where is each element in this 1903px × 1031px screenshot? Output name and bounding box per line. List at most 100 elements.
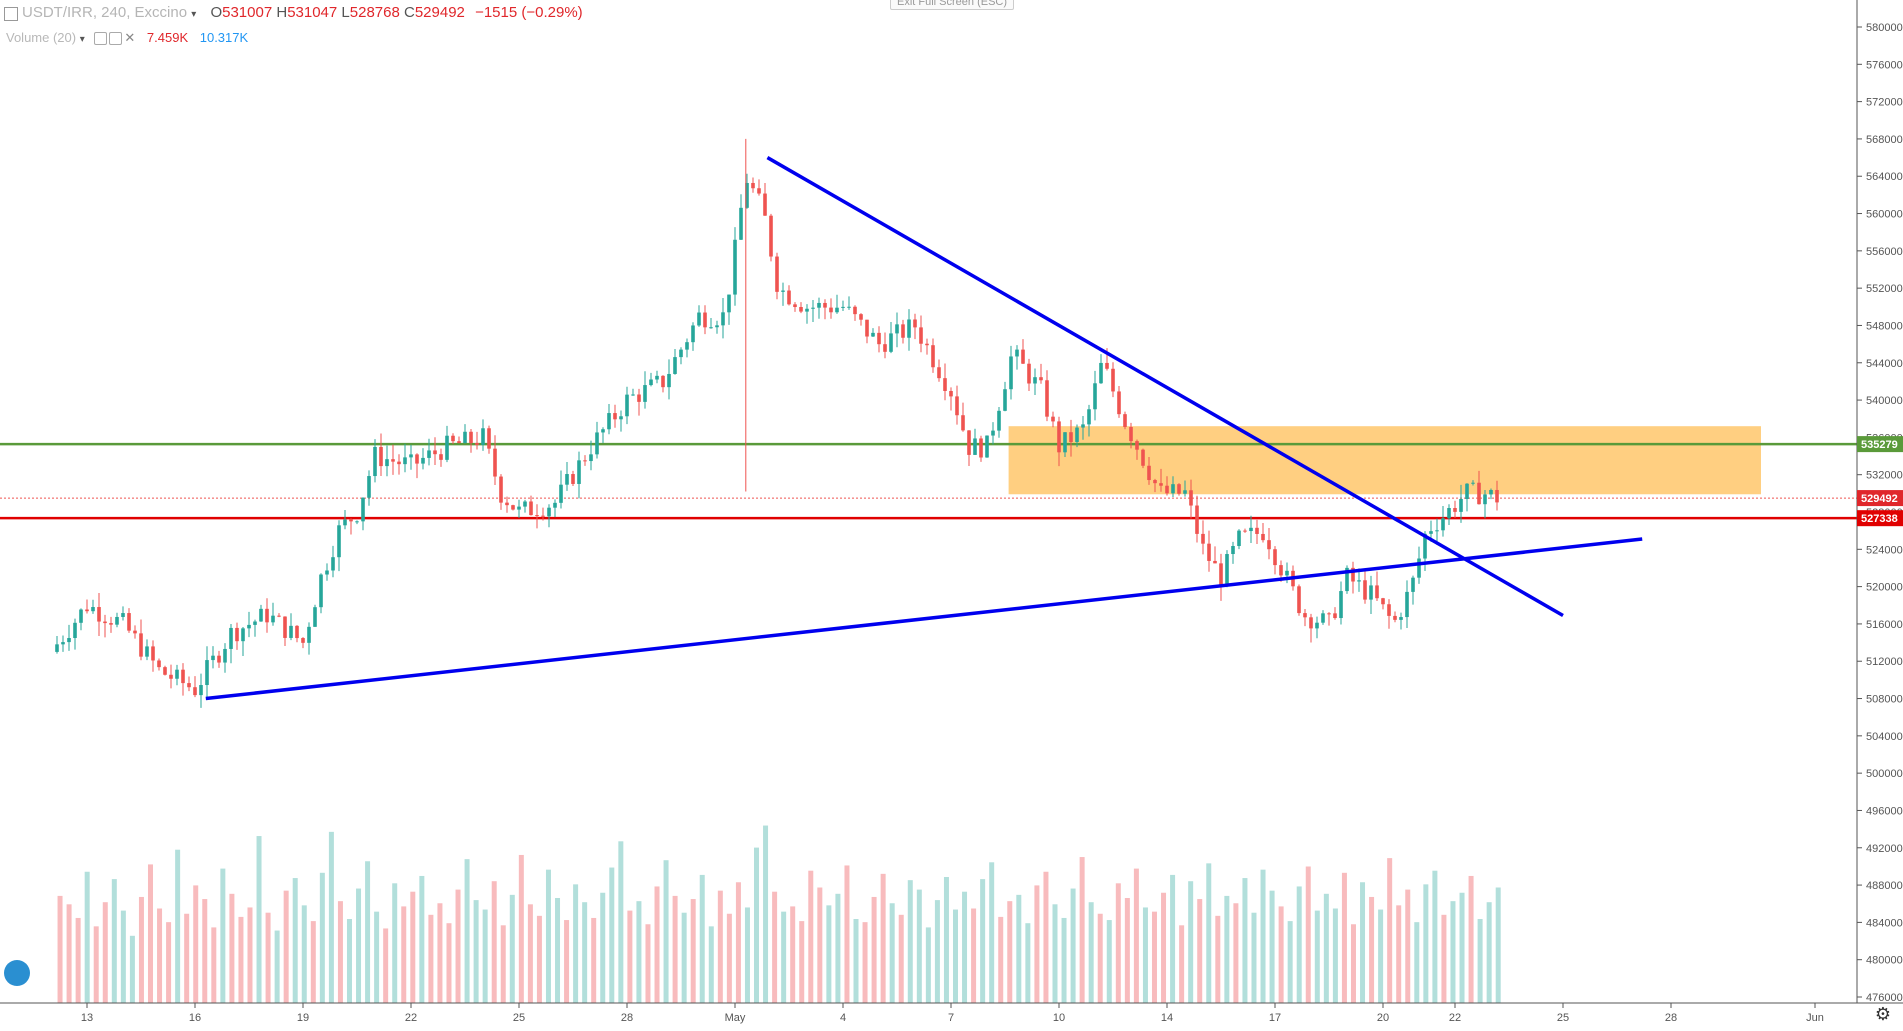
candle-body bbox=[493, 448, 497, 477]
candle-body bbox=[985, 435, 989, 458]
volume-bar bbox=[1206, 863, 1212, 1003]
candle-body bbox=[559, 484, 563, 503]
volume-bar bbox=[862, 922, 868, 1003]
candle-body bbox=[145, 646, 149, 657]
volume-bar bbox=[500, 925, 506, 1003]
candle-body bbox=[325, 570, 329, 575]
eye-icon[interactable] bbox=[94, 32, 108, 46]
close-icon[interactable]: ✕ bbox=[124, 30, 136, 45]
candle-body bbox=[1303, 613, 1307, 618]
volume-bar bbox=[93, 926, 99, 1003]
candle-body bbox=[1015, 349, 1019, 357]
price-tick-label: 520000 bbox=[1866, 582, 1903, 594]
volume-bar bbox=[853, 919, 859, 1003]
candle-body bbox=[679, 349, 683, 358]
exit-fullscreen-button[interactable]: Exit Full Screen (ESC) bbox=[890, 0, 1015, 10]
candle-body bbox=[1249, 527, 1253, 532]
candle-body bbox=[1243, 530, 1247, 532]
volume-bar bbox=[392, 883, 398, 1003]
volume-bar bbox=[491, 881, 497, 1003]
volume-bar bbox=[1070, 888, 1076, 1003]
candle-body bbox=[871, 332, 875, 337]
price-tick-label: 504000 bbox=[1866, 731, 1903, 743]
price-label-box bbox=[1857, 510, 1903, 527]
time-tick-label: 4 bbox=[840, 1012, 846, 1024]
candle-body bbox=[745, 182, 749, 208]
volume-bar bbox=[1441, 914, 1447, 1003]
time-tick-label: 19 bbox=[297, 1012, 309, 1024]
price-tick-label: 532000 bbox=[1866, 470, 1903, 482]
candle-body bbox=[73, 622, 77, 639]
candle-body bbox=[1321, 613, 1325, 623]
candle-body bbox=[205, 660, 209, 686]
candle-body bbox=[97, 607, 101, 622]
chevron-down-icon[interactable]: ▾ bbox=[191, 9, 197, 20]
chevron-down-icon[interactable]: ▾ bbox=[79, 34, 85, 45]
candle-body bbox=[1351, 567, 1355, 582]
volume-bar bbox=[1278, 906, 1284, 1003]
symbol-name[interactable]: USDT/IRR, 240, Exccino bbox=[22, 4, 188, 21]
candle-body bbox=[811, 307, 815, 309]
candle-body bbox=[403, 457, 407, 465]
candle-body bbox=[79, 609, 83, 623]
candle-body bbox=[1207, 543, 1211, 561]
time-tick-label: 16 bbox=[189, 1012, 201, 1024]
horizontal-lines bbox=[0, 442, 1857, 520]
candle-body bbox=[1171, 484, 1175, 494]
settings-icon[interactable] bbox=[109, 32, 123, 46]
volume-bar bbox=[419, 875, 425, 1003]
candle-body bbox=[691, 325, 695, 343]
collapse-legend-icon[interactable] bbox=[4, 7, 18, 21]
volume-bar bbox=[374, 911, 380, 1003]
volume-bar bbox=[536, 915, 542, 1003]
volume-bar bbox=[455, 889, 461, 1003]
candle-body bbox=[541, 515, 545, 517]
candle-body bbox=[1051, 416, 1055, 422]
candle-body bbox=[1225, 554, 1229, 587]
volume-bar bbox=[790, 906, 796, 1003]
candle-body bbox=[619, 416, 623, 420]
candle-body bbox=[1021, 349, 1025, 364]
candle-body bbox=[379, 446, 383, 467]
candle-body bbox=[1075, 427, 1079, 442]
volume-bar bbox=[654, 886, 660, 1003]
candle-body bbox=[457, 441, 461, 443]
volume-title[interactable]: Volume (20) bbox=[6, 30, 77, 45]
candle-body bbox=[835, 307, 839, 313]
volume-bar bbox=[1350, 924, 1356, 1003]
candle-body bbox=[589, 454, 593, 462]
candle-body bbox=[721, 312, 725, 326]
candle-body bbox=[1069, 432, 1073, 442]
candle-body bbox=[1285, 570, 1289, 576]
volume-bar bbox=[573, 884, 579, 1003]
volume-bar bbox=[1459, 892, 1465, 1003]
time-tick-label: 28 bbox=[1665, 1012, 1677, 1024]
candle-body bbox=[1111, 368, 1115, 392]
gear-icon[interactable]: ⚙ bbox=[1874, 1004, 1891, 1024]
volume-bar bbox=[147, 864, 153, 1003]
high-value: 531047 bbox=[287, 4, 338, 21]
candle-body bbox=[421, 457, 425, 464]
volume-bar bbox=[781, 911, 787, 1003]
candle-body bbox=[1057, 421, 1061, 453]
candle-body bbox=[955, 396, 959, 416]
candle-body bbox=[1489, 489, 1493, 495]
time-tick-label: Jun bbox=[1806, 1012, 1824, 1024]
volume-bar bbox=[75, 917, 81, 1003]
volume-bar bbox=[328, 831, 334, 1003]
candle-body bbox=[1267, 540, 1271, 550]
candle-body bbox=[337, 525, 341, 558]
candle-body bbox=[781, 290, 785, 292]
candle-body bbox=[451, 435, 455, 442]
candle-body bbox=[127, 613, 131, 631]
candle-body bbox=[787, 290, 791, 305]
volume-bar bbox=[953, 909, 958, 1003]
candle-body bbox=[121, 613, 125, 617]
volume-bar bbox=[980, 879, 986, 1003]
volume-bar bbox=[509, 894, 515, 1003]
candle-body bbox=[673, 357, 677, 374]
candle-body bbox=[547, 507, 551, 517]
tradingview-logo-icon[interactable] bbox=[4, 960, 30, 986]
candle-body bbox=[931, 345, 935, 368]
